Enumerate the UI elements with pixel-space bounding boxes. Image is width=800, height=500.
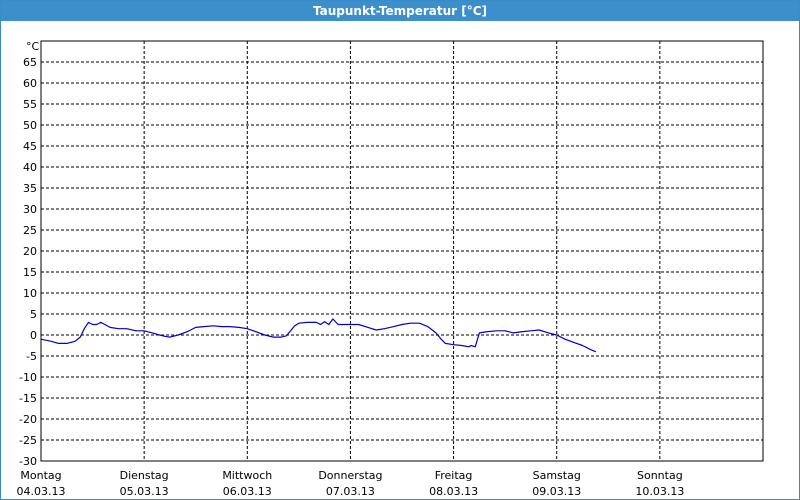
y-tick-label: 55 [23, 98, 37, 111]
x-tick-day-label: Montag [20, 469, 61, 482]
y-tick-label: 45 [23, 140, 37, 153]
y-tick-label: -25 [19, 434, 37, 447]
x-tick-date-label: 04.03.13 [17, 485, 66, 498]
y-tick-label: 35 [23, 182, 37, 195]
y-tick-label: 30 [23, 203, 37, 216]
y-tick-label: -20 [19, 413, 37, 426]
y-tick-label: 20 [23, 245, 37, 258]
y-tick-label: 15 [23, 266, 37, 279]
grid [41, 41, 763, 461]
x-tick-date-label: 08.03.13 [429, 485, 478, 498]
x-tick-date-label: 06.03.13 [223, 485, 272, 498]
y-tick-label: -10 [19, 371, 37, 384]
x-tick-date-label: 07.03.13 [326, 485, 375, 498]
y-axis-unit-label: °C [26, 40, 40, 53]
y-tick-label: 10 [23, 287, 37, 300]
y-tick-label: 5 [30, 308, 37, 321]
x-tick-day-label: Sonntag [637, 469, 683, 482]
dewpoint-series-line [40, 318, 597, 353]
x-tick-day-label: Freitag [435, 469, 473, 482]
x-tick-day-label: Mittwoch [222, 469, 272, 482]
x-tick-day-label: Dienstag [120, 469, 169, 482]
y-tick-label: -30 [19, 455, 37, 468]
y-tick-label: 65 [23, 56, 37, 69]
x-tick-date-label: 05.03.13 [120, 485, 169, 498]
y-tick-label: 25 [23, 224, 37, 237]
x-tick-day-label: Samstag [533, 469, 581, 482]
x-axis-labels: Montag 04.03.13 Dienstag 05.03.13 Mittwoch 06… [17, 469, 685, 498]
window-title: Taupunkt-Temperatur [°C] [1, 1, 799, 21]
y-tick-label: -15 [19, 392, 37, 405]
y-tick-label: 0 [30, 329, 37, 342]
y-tick-label: 50 [23, 119, 37, 132]
plot-area [40, 40, 764, 462]
x-tick-date-label: 10.03.13 [635, 485, 684, 498]
y-axis-ticks: 65605550454035302520151050-5-10-15-20-25… [19, 56, 37, 468]
x-tick-day-label: Donnerstag [318, 469, 382, 482]
y-tick-label: -5 [26, 350, 37, 363]
x-tick-date-label: 09.03.13 [532, 485, 581, 498]
y-tick-label: 60 [23, 77, 37, 90]
y-tick-label: 40 [23, 161, 37, 174]
series-line [40, 318, 597, 353]
